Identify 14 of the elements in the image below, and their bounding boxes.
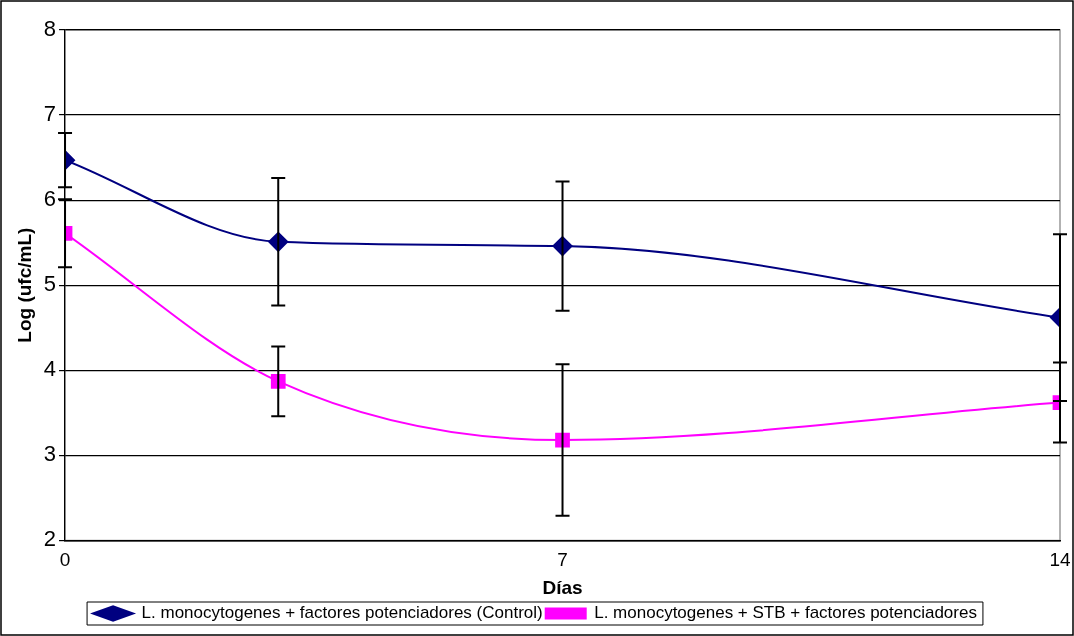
x-tick-label: 14 <box>1049 549 1071 571</box>
y-tick-label: 8 <box>43 16 57 42</box>
x-tick-label: 7 <box>557 549 568 571</box>
y-axis-title: Log (ufc/mL) <box>13 227 35 343</box>
legend-label: L. monocytogenes + STB + factores potenciadores <box>594 603 977 623</box>
y-tick-label: 6 <box>43 186 57 212</box>
x-tick-label: 0 <box>59 549 71 571</box>
x-axis-title: Días <box>542 576 583 598</box>
y-tick-label: 2 <box>43 526 57 552</box>
legend-label: L. monocytogenes + factores potenciadores (Control) <box>141 603 543 623</box>
y-tick-label: 7 <box>43 101 57 127</box>
y-tick-label: 5 <box>43 271 57 297</box>
y-tick-label: 4 <box>43 356 57 382</box>
y-tick-label: 3 <box>43 441 57 467</box>
